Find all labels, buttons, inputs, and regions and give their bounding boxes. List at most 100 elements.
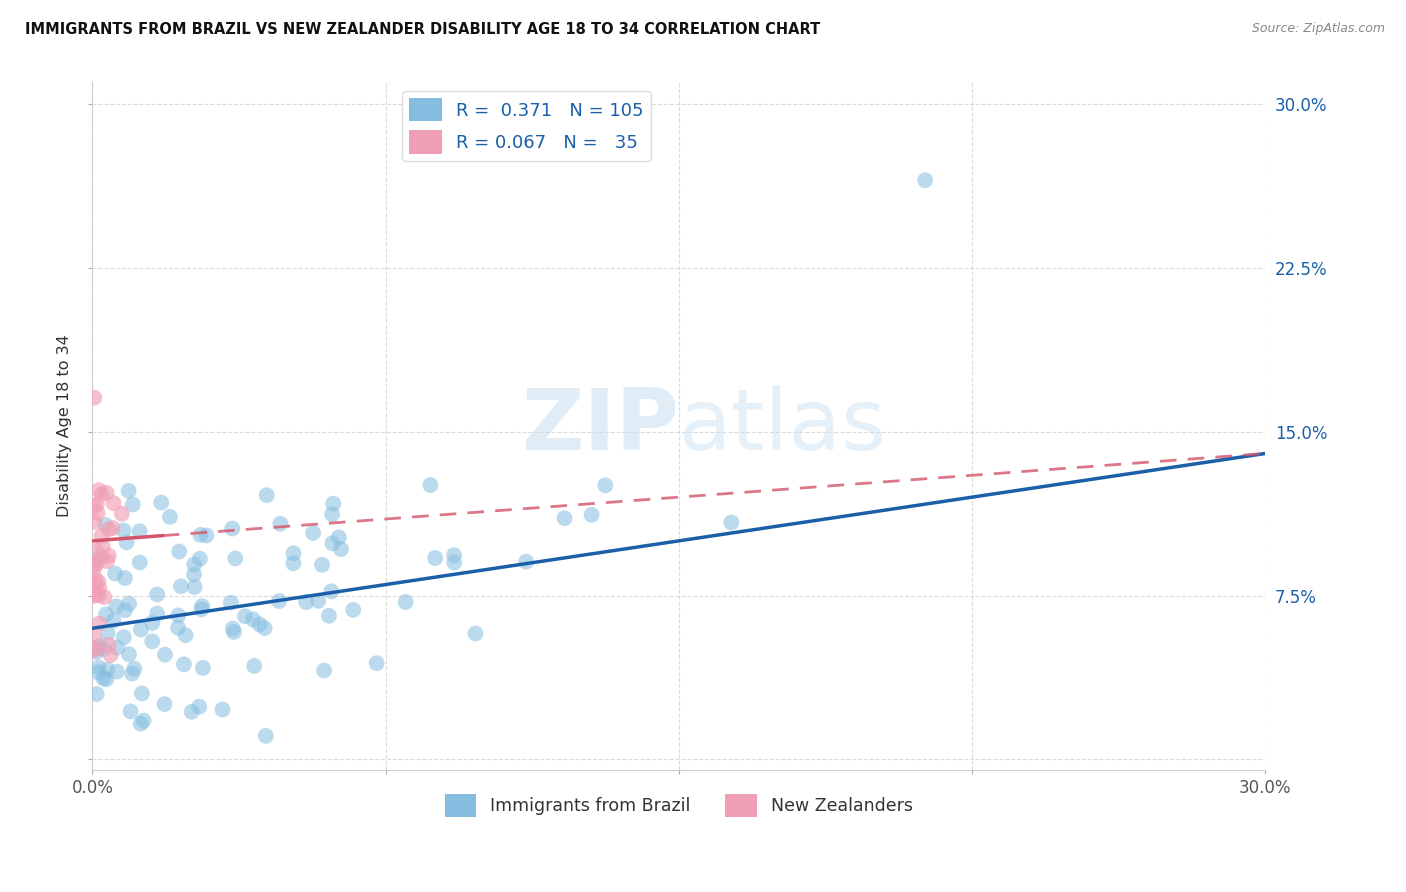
Point [219,596,242,610]
Point [83,576,105,591]
Point [581,508,603,522]
Point [97,638,120,652]
Point [83,557,105,571]
Point [83,391,105,405]
Point [190,528,212,542]
Point [128,524,150,539]
Point [183,558,205,572]
Point [307,594,329,608]
Y-axis label: Disability Age 18 to 34: Disability Age 18 to 34 [58,334,72,517]
Point [188,551,211,566]
Point [295,595,318,609]
Point [87,574,110,589]
Point [90,487,112,501]
Legend: Immigrants from Brazil, New Zealanders: Immigrants from Brazil, New Zealanders [439,788,920,823]
Point [249,617,271,632]
Point [330,542,353,557]
Point [96,663,118,677]
Point [83,589,105,603]
Point [321,584,343,599]
Point [84,641,107,656]
Point [425,551,447,566]
Point [180,705,202,719]
Point [141,615,163,630]
Point [84,552,107,566]
Point [167,544,190,558]
Point [86,687,108,701]
Point [342,603,364,617]
Point [83,643,105,657]
Point [314,664,336,678]
Point [321,508,343,522]
Point [321,536,343,550]
Point [515,555,537,569]
Point [91,540,114,554]
Point [84,640,107,655]
Point [554,511,576,525]
Point [115,535,138,549]
Point [114,603,136,617]
Point [83,561,105,575]
Point [302,526,325,541]
Point [89,616,111,631]
Point [129,716,152,731]
Point [419,478,441,492]
Point [104,566,127,581]
Point [146,607,169,621]
Point [224,551,246,566]
Point [283,546,305,560]
Point [83,631,105,645]
Point [124,662,146,676]
Point [103,496,125,510]
Point [159,509,181,524]
Point [190,602,212,616]
Point [86,497,108,511]
Point [105,665,128,679]
Point [150,495,173,509]
Point [269,594,291,608]
Point [129,623,152,637]
Point [188,699,211,714]
Point [191,661,214,675]
Point [86,557,108,571]
Point [146,587,169,601]
Point [87,665,110,680]
Point [120,705,142,719]
Point [90,529,112,543]
Point [269,516,291,531]
Point [107,640,129,655]
Point [117,483,139,498]
Point [153,648,176,662]
Point [118,647,141,661]
Point [322,497,344,511]
Point [86,506,108,520]
Point [100,648,122,662]
Point [121,666,143,681]
Point [256,488,278,502]
Point [211,702,233,716]
Point [84,645,107,659]
Point [87,660,110,674]
Point [233,609,256,624]
Point [443,556,465,570]
Point [101,521,124,535]
Point [132,714,155,728]
Point [128,556,150,570]
Point [170,579,193,593]
Point [87,588,110,602]
Point [174,628,197,642]
Point [242,612,264,626]
Point [86,587,108,601]
Point [183,567,205,582]
Text: ZIP: ZIP [522,384,679,467]
Point [311,558,333,572]
Point [90,550,112,565]
Point [121,498,143,512]
Point [93,590,115,604]
Point [191,599,214,614]
Point [243,659,266,673]
Point [111,507,134,521]
Point [112,630,135,644]
Point [167,608,190,623]
Point [118,597,141,611]
